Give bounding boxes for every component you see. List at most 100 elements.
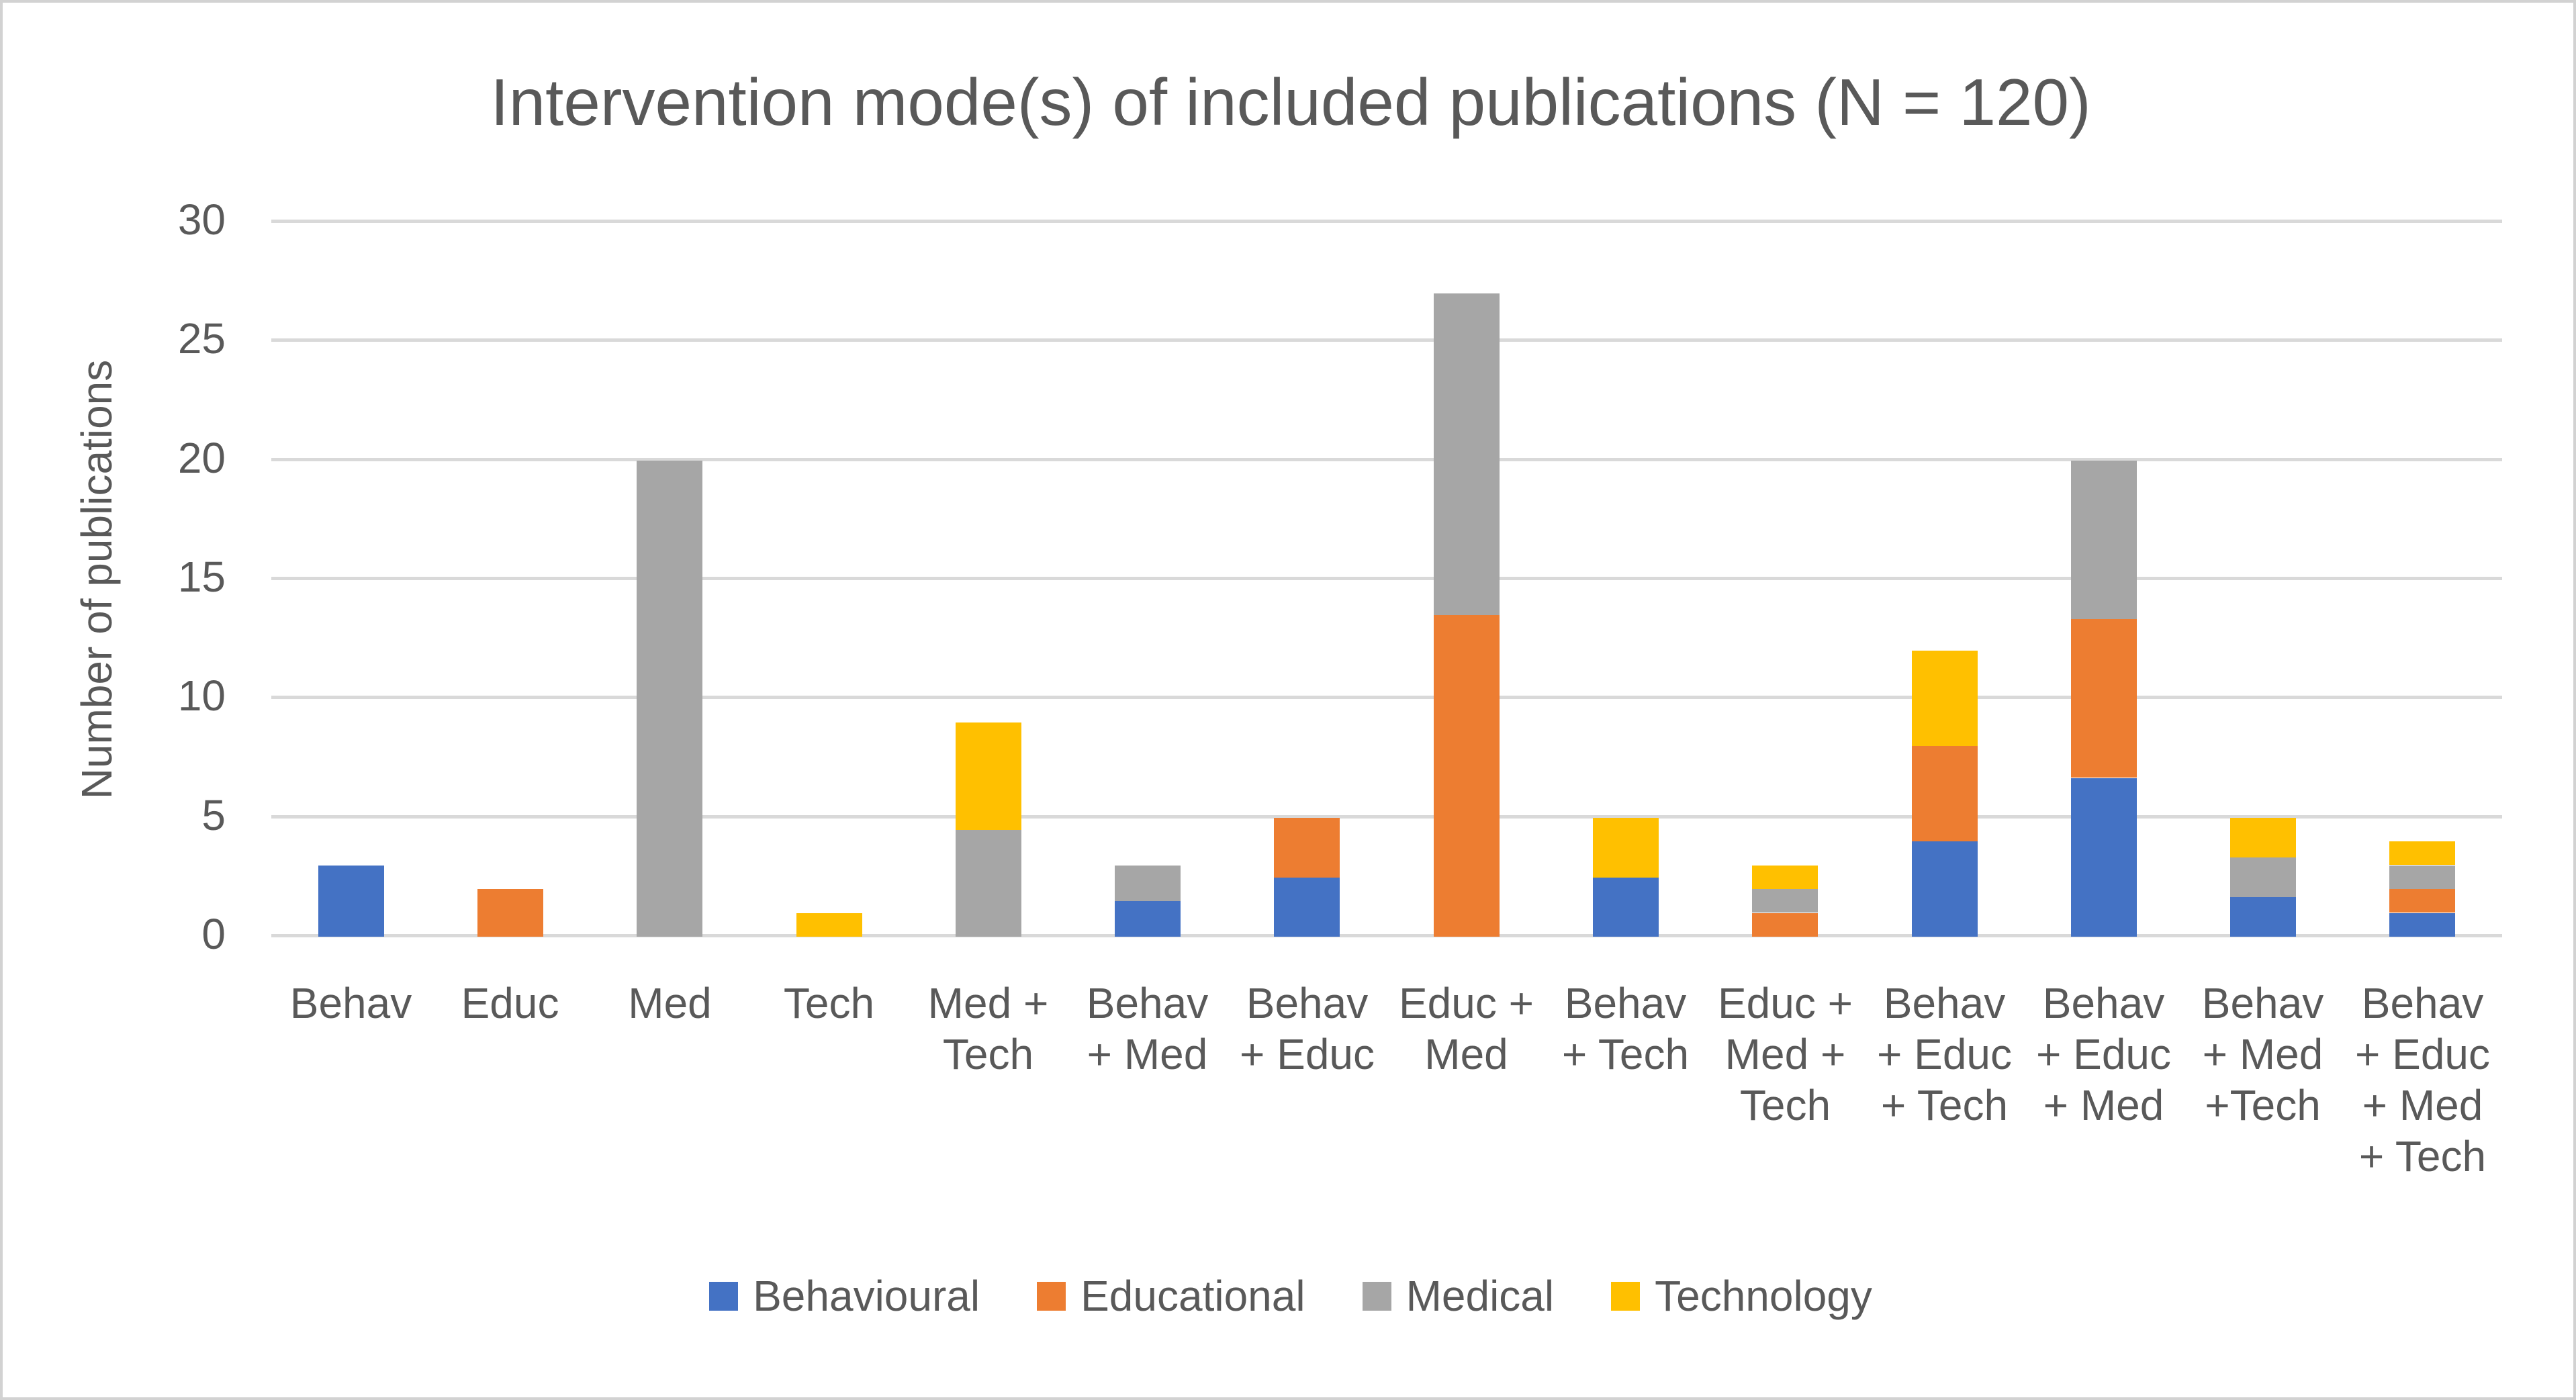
bar-segment-behavioural (1912, 841, 1978, 937)
y-tick-label: 20 (177, 434, 226, 482)
bar-segment-educational (1274, 818, 1340, 878)
bar-segment-technology (1593, 818, 1659, 878)
legend: Behavioural Educational Medical Technology (3, 1271, 2573, 1321)
gridline (271, 458, 2502, 461)
bar-segment-educational (2389, 889, 2455, 913)
bar-segment-educational (1912, 746, 1978, 841)
x-axis-label-line: + Educ (1876, 1030, 2013, 1078)
y-tick-label: 0 (201, 910, 226, 958)
legend-swatch-educational (1037, 1281, 1066, 1311)
legend-label: Medical (1406, 1272, 1555, 1320)
x-axis-label-line: Med + (927, 979, 1049, 1027)
x-axis-label-line: Educ (461, 979, 559, 1027)
y-tick-label: 30 (177, 195, 226, 244)
bar-segment-behavioural (318, 866, 384, 937)
x-axis-label-line: + Tech (2358, 1132, 2487, 1180)
x-axis-label-line: Med (628, 979, 712, 1027)
x-axis-label: Behav (265, 978, 437, 1029)
x-axis-label: Behav + Med (1061, 978, 1234, 1080)
gridline (271, 577, 2502, 580)
x-axis-label-line: +Tech (2205, 1081, 2321, 1129)
x-axis-label: Behav + Med +Tech (2176, 978, 2349, 1131)
x-axis-label-line: + Med (2202, 1030, 2324, 1078)
bar-segment-behavioural (1115, 901, 1181, 937)
x-axis-label-line: Tech (783, 979, 875, 1027)
x-axis-label: Behav + Educ (1221, 978, 1393, 1080)
x-axis-label-line: Behav (2042, 979, 2165, 1027)
legend-swatch-behavioural (709, 1281, 739, 1311)
legend-swatch-medical (1362, 1281, 1391, 1311)
x-axis-label: Behav + Educ + Tech (1858, 978, 2031, 1131)
x-axis-label-line: Educ + (1717, 979, 1853, 1027)
gridline (271, 338, 2502, 342)
legend-label: Educational (1080, 1272, 1305, 1320)
bar-segment-technology (1912, 651, 1978, 746)
x-axis-label-line: + Med (1087, 1030, 1208, 1078)
x-axis-label-line: Behav (2361, 979, 2484, 1027)
x-axis-label-line: + Med (2043, 1081, 2164, 1129)
x-axis-label: Tech (743, 978, 915, 1029)
bar-segment-medical (1115, 866, 1181, 901)
x-axis-label: Educ + Med (1380, 978, 1553, 1080)
x-axis-label-line: + Med (2362, 1081, 2483, 1129)
legend-label: Technology (1655, 1272, 1872, 1320)
gridline (271, 934, 2502, 937)
bar-segment-behavioural (2389, 913, 2455, 937)
bar-segment-technology (2389, 841, 2455, 865)
bar-segment-behavioural (2071, 778, 2137, 937)
gridline (271, 815, 2502, 819)
x-axis-label-line: Behav (1564, 979, 1687, 1027)
y-tick-label: 15 (177, 553, 226, 601)
bar-segment-educational (477, 889, 543, 937)
x-axis-label-line: Behav (289, 979, 412, 1027)
bar-segment-educational (1434, 615, 1500, 937)
x-axis-label: Behav + Educ + Med + Tech (2336, 978, 2509, 1182)
x-axis-label-line: Med + (1724, 1030, 1846, 1078)
bar-segment-technology (2230, 818, 2296, 857)
y-tick-label: 10 (177, 671, 226, 720)
chart-title: Intervention mode(s) of included publica… (490, 65, 2091, 139)
x-axis-label: Behav + Educ + Med (2017, 978, 2190, 1131)
x-axis-label-line: Tech (1739, 1081, 1831, 1129)
y-tick-label: 5 (201, 791, 226, 839)
bar-segment-medical (637, 461, 702, 937)
bar-segment-educational (1752, 913, 1818, 937)
x-axis-label-line: Behav (1883, 979, 2006, 1027)
legend-item-behavioural: Behavioural (709, 1271, 980, 1321)
x-axis-label-line: Med (1424, 1030, 1508, 1078)
x-axis-label-line: Behav (1246, 979, 1369, 1027)
x-axis-label-line: + Educ (1239, 1030, 1375, 1078)
bar-segment-technology (956, 722, 1021, 830)
bar-segment-medical (1434, 293, 1500, 615)
bar-segment-medical (2071, 461, 2137, 619)
x-axis-label-line: Behav (2201, 979, 2324, 1027)
x-axis-label-line: Behav (1086, 979, 1209, 1027)
bar-segment-behavioural (2230, 897, 2296, 937)
x-axis-label: Educ + Med + Tech (1699, 978, 1872, 1131)
x-axis-label-line: + Educ (2035, 1030, 2172, 1078)
x-axis-label-line: + Educ (2354, 1030, 2491, 1078)
legend-item-technology: Technology (1611, 1271, 1872, 1321)
gridline (271, 696, 2502, 699)
legend-label: Behavioural (753, 1272, 980, 1320)
x-axis-label: Med + Tech (902, 978, 1074, 1080)
gridline (271, 220, 2502, 223)
x-axis-label-line: Tech (942, 1030, 1034, 1078)
bar-segment-technology (796, 913, 862, 937)
bar-segment-educational (2071, 619, 2137, 778)
bar-segment-medical (1752, 889, 1818, 913)
bar-segment-behavioural (1593, 877, 1659, 937)
legend-item-educational: Educational (1037, 1271, 1305, 1321)
y-tick-label: 25 (177, 314, 226, 363)
x-axis-label: Med (584, 978, 756, 1029)
x-axis-label: Educ (424, 978, 596, 1029)
bar-segment-medical (956, 829, 1021, 937)
x-axis-label-line: Educ + (1398, 979, 1534, 1027)
bar-segment-medical (2230, 857, 2296, 897)
legend-swatch-technology (1611, 1281, 1641, 1311)
legend-item-medical: Medical (1362, 1271, 1555, 1321)
x-axis-label-line: + Tech (1880, 1081, 2009, 1129)
x-axis-label-line: + Tech (1561, 1030, 1690, 1078)
bar-segment-technology (1752, 866, 1818, 889)
